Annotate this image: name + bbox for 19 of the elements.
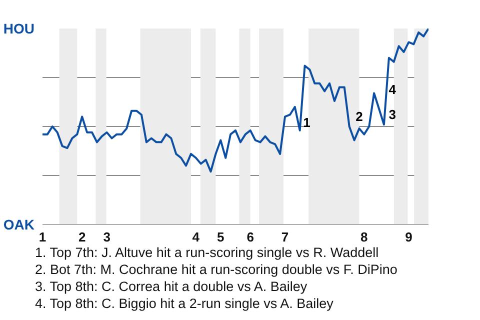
x-tick-label: 8	[360, 230, 368, 244]
x-tick-label: 4	[192, 230, 200, 244]
text: 4. Top 8th: C. Biggio hit a 2-run single vs A. Bailey	[35, 296, 334, 311]
annotation: 1	[303, 115, 310, 130]
text: 1. Top 7th: J. Altuve hit a run-scoring single vs R. Waddell	[35, 245, 379, 260]
text: 2. Bot 7th: M. Cochrane hit a run-scoring double vs F. DiPino	[35, 262, 398, 277]
x-tick-label: 6	[246, 230, 254, 244]
annotation: 2	[356, 109, 363, 124]
annotation: 3	[388, 107, 396, 122]
text: HOU	[3, 20, 35, 36]
x-tick-label: 1	[38, 230, 46, 244]
x-tick-label: 3	[103, 230, 110, 244]
text: OAK	[3, 216, 35, 232]
x-tick-label: 7	[281, 230, 289, 244]
x-tick-label: 5	[217, 230, 224, 244]
x-tick-label: 2	[78, 230, 86, 244]
annotation: 4	[388, 82, 397, 97]
text: 3. Top 8th: C. Correa hit a double vs A. Bailey	[35, 279, 308, 294]
x-tick-label: 9	[405, 230, 412, 244]
